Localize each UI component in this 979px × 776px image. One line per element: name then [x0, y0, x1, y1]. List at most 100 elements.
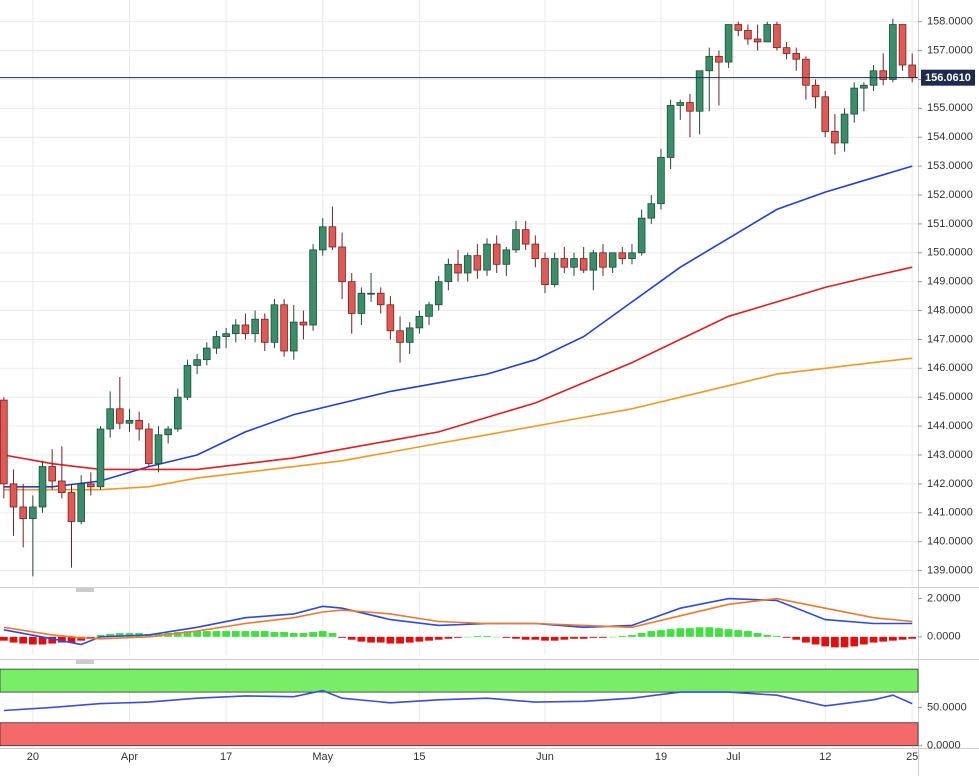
histogram-bar: [782, 636, 791, 638]
candle-body: [879, 70, 887, 80]
candle-body: [58, 480, 66, 493]
histogram-bar: [686, 628, 694, 637]
indicator-line: [3, 597, 913, 646]
candle-body: [802, 58, 810, 86]
x-tick-label: 17: [220, 751, 232, 763]
histogram-bar: [9, 636, 18, 643]
candle-body: [289, 321, 298, 352]
candle-body: [898, 24, 907, 66]
histogram-bar: [889, 636, 897, 641]
histogram-bar: [444, 636, 453, 639]
indicator-line: [3, 689, 913, 712]
histogram-bar: [231, 631, 240, 637]
histogram-bar: [280, 632, 288, 637]
candle-body: [860, 84, 868, 89]
y-tick-label: 146.0000: [927, 362, 973, 374]
zone: [0, 722, 919, 747]
histogram-bar: [48, 636, 57, 644]
candle-body: [299, 321, 308, 326]
candle-body: [724, 24, 733, 63]
histogram-bar: [724, 629, 733, 637]
candle-body: [782, 47, 791, 54]
candle-body: [116, 408, 124, 424]
histogram-bar: [260, 631, 269, 637]
histogram-bar: [773, 635, 781, 637]
candle-body: [821, 96, 830, 132]
indicator-line: [3, 266, 913, 471]
histogram-bar: [608, 636, 617, 638]
histogram-bar: [541, 636, 549, 641]
histogram-bar: [850, 636, 859, 647]
histogram-bar: [96, 634, 105, 637]
candle-body: [618, 252, 627, 259]
histogram-bar: [270, 632, 279, 637]
y-tick-label: 154.0000: [927, 131, 973, 143]
histogram-bar: [483, 635, 491, 637]
x-tick-label: Jun: [536, 751, 554, 763]
candle-body: [715, 55, 723, 63]
histogram-bar: [396, 636, 404, 644]
histogram-bar: [338, 636, 346, 638]
candle-body: [908, 64, 916, 79]
candle-body: [347, 281, 356, 314]
histogram-bar: [0, 636, 8, 641]
x-tick-label: 19: [655, 751, 667, 763]
candle-body: [579, 258, 588, 271]
candle-body: [753, 38, 762, 43]
y-tick-label: 0.0000: [927, 631, 961, 643]
y-tick-label: 157.0000: [927, 44, 973, 56]
candle-body: [251, 318, 259, 335]
y-tick-label: 150.0000: [927, 247, 973, 259]
y-tick-label: 151.0000: [927, 218, 973, 230]
candle-body: [222, 333, 230, 337]
candle-body: [29, 506, 37, 519]
candle-body: [608, 252, 617, 268]
y-tick-label: 153.0000: [927, 160, 973, 172]
last-price-box: [921, 69, 975, 86]
candle-body: [405, 327, 414, 343]
candle-body: [0, 399, 8, 485]
candle-body: [483, 243, 491, 271]
candle-body: [502, 249, 511, 265]
y-tick-label: 155.0000: [927, 102, 973, 114]
histogram-bar: [811, 636, 820, 645]
candle-body: [154, 434, 163, 465]
histogram-bar: [222, 631, 230, 637]
candle-body: [145, 428, 153, 465]
histogram-bar: [415, 636, 424, 642]
histogram-bar: [502, 636, 511, 638]
y-tick-label: 152.0000: [927, 189, 973, 201]
histogram-bar: [309, 632, 317, 637]
candle-body: [203, 347, 211, 361]
indicator-line: [3, 597, 913, 640]
last-price-label: 156.0610: [925, 72, 971, 84]
candle-body: [531, 243, 540, 259]
candle-body: [174, 396, 182, 430]
candle-body: [695, 70, 704, 112]
histogram-bar: [695, 627, 704, 637]
candle-body: [318, 226, 327, 251]
histogram-bar: [831, 636, 839, 648]
candle-body: [492, 243, 501, 265]
candle-body: [657, 157, 665, 205]
candle-body: [628, 252, 636, 259]
candle-body: [889, 24, 897, 80]
candle-body: [521, 229, 530, 245]
candle-body: [425, 304, 433, 317]
histogram-bar: [434, 636, 443, 640]
candle-body: [647, 203, 656, 219]
histogram-bar: [763, 634, 772, 637]
histogram-bar: [821, 636, 830, 647]
histogram-bar: [173, 632, 182, 637]
candle-body: [473, 255, 482, 271]
y-tick-label: 147.0000: [927, 333, 973, 345]
histogram-bar: [193, 631, 201, 637]
candle-body: [396, 330, 404, 343]
resize-handle[interactable]: [76, 588, 94, 664]
histogram-bar: [212, 631, 221, 637]
candle-body: [792, 53, 801, 60]
candle-body: [734, 24, 743, 31]
histogram-bar: [57, 636, 66, 643]
candle-body: [48, 466, 56, 482]
histogram-bar: [241, 631, 250, 637]
